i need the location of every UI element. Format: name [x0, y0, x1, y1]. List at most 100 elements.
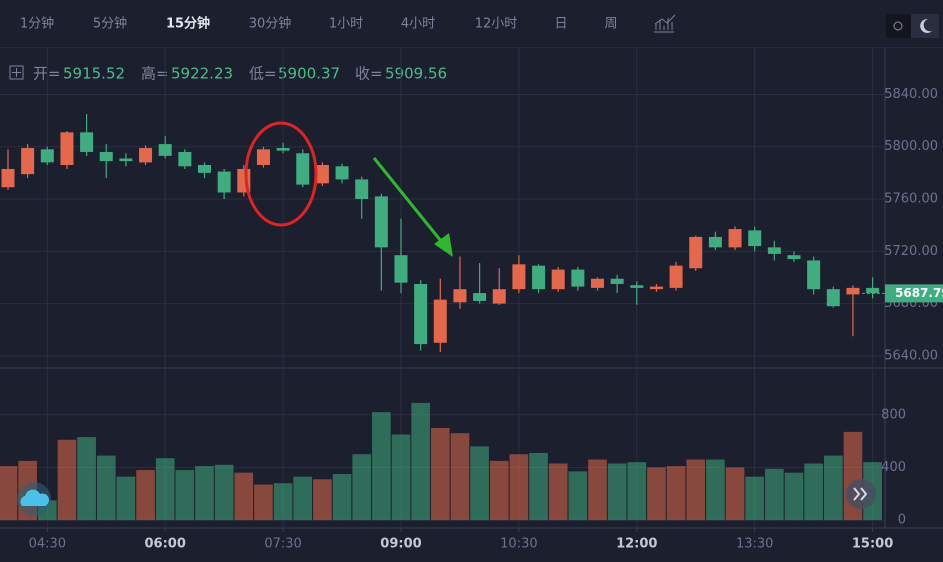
interval-tab[interactable]: 5分钟: [93, 16, 127, 32]
y-tick-label: 5720.00: [884, 244, 938, 259]
interval-tab[interactable]: 1分钟: [20, 16, 54, 32]
volume-bar: [254, 484, 273, 521]
toolbar: 1分钟 5分钟 15分钟 30分钟 1小时 4小时 12小时 日 周: [20, 16, 618, 32]
volume-bar: [489, 460, 509, 521]
volume-bar: [686, 459, 706, 521]
volume-bar: [568, 471, 588, 521]
volume-bar: [391, 434, 411, 521]
candle-body: [158, 144, 172, 156]
x-tick-label: 15:00: [852, 537, 893, 552]
candle-body: [394, 255, 408, 283]
ohlc-value: 5900.37: [278, 65, 340, 83]
candle-body: [256, 149, 270, 166]
volume-bar: [509, 454, 529, 521]
volume-bar: [372, 412, 391, 521]
candle-body: [40, 149, 54, 163]
y-tick-label: 5760.00: [884, 192, 938, 207]
candle-body: [335, 166, 349, 180]
volume-tick-label: 0: [898, 513, 906, 528]
volume-bar: [96, 455, 116, 521]
volume-tick-label: 800: [881, 407, 906, 422]
volume-tick-label: 400: [881, 460, 906, 475]
candle-body: [532, 265, 546, 290]
interval-tab[interactable]: 日: [554, 17, 567, 32]
volume-bar: [195, 466, 214, 521]
last-price-tag: [885, 284, 943, 303]
candle-body: [80, 132, 94, 152]
ohlc-label: 开=: [33, 65, 61, 83]
candle-body: [669, 265, 683, 288]
candle-body: [1, 168, 15, 188]
volume-bar: [784, 472, 804, 521]
x-tick-label: 06:00: [145, 537, 186, 552]
candle-body: [767, 247, 781, 254]
x-tick-label: 13:30: [736, 537, 773, 552]
volume-bar: [647, 467, 666, 521]
volume-bar: [666, 466, 686, 521]
x-tick-label: 04:30: [29, 537, 66, 552]
interval-tab[interactable]: 1小时: [329, 17, 363, 32]
ohlc-label: 高=: [141, 65, 169, 83]
volume-bar: [313, 479, 332, 521]
x-tick-label: 09:00: [380, 537, 421, 552]
candle-body: [649, 286, 663, 290]
theme-toggle[interactable]: [886, 14, 939, 38]
candle-body: [728, 229, 742, 248]
trend-arrow: [372, 157, 453, 257]
candle-body: [866, 287, 880, 294]
candle-body: [60, 132, 74, 166]
highlight-circle: [244, 121, 318, 227]
volume-bar: [155, 458, 175, 521]
candle-body: [276, 148, 290, 151]
interval-tab[interactable]: 4小时: [401, 17, 435, 32]
volume-bar: [588, 459, 607, 521]
candle-body: [807, 260, 821, 290]
candle-body: [296, 153, 310, 185]
last-price-label: 5687.79: [895, 286, 943, 300]
scroll-right-button[interactable]: [846, 479, 876, 509]
candle-body: [374, 196, 388, 248]
volume-bar: [273, 483, 293, 521]
interval-tab[interactable]: 30分钟: [249, 16, 292, 32]
candle-body: [119, 158, 133, 162]
volume-bar: [430, 427, 450, 521]
volume-bar: [607, 463, 627, 521]
plot: 5640.005680.005720.005760.005800.005840.…: [0, 48, 943, 552]
candle-body: [748, 230, 762, 247]
volume-bar: [823, 455, 843, 521]
candle-body: [139, 148, 153, 163]
candle-body: [492, 289, 506, 304]
volume-bar: [725, 467, 745, 521]
candle-body: [198, 165, 211, 173]
candle-type-icon[interactable]: [654, 14, 676, 33]
candle-body: [21, 148, 35, 175]
interval-tab[interactable]: 12小时: [475, 17, 518, 32]
candle-body: [826, 289, 840, 307]
volume-bar: [175, 470, 195, 521]
candle-body: [178, 151, 192, 167]
interval-tab[interactable]: 15分钟: [166, 16, 210, 32]
expand-icon[interactable]: [9, 65, 24, 80]
interval-tab[interactable]: 周: [604, 17, 617, 32]
volume-bar: [214, 464, 234, 521]
candle-body: [99, 151, 113, 162]
logo: [17, 482, 51, 516]
candle-body: [610, 278, 624, 284]
candle-body: [551, 269, 565, 290]
ohlc-label: 收=: [355, 65, 383, 83]
candle-body: [591, 278, 604, 288]
volume-bar: [0, 466, 18, 521]
candle-body: [433, 299, 447, 343]
candle-body: [689, 236, 703, 269]
ohlc-value: 5909.56: [385, 65, 447, 83]
toolbar-divider: [0, 47, 943, 48]
y-tick-label: 5840.00: [884, 87, 938, 102]
candle-body: [512, 264, 526, 290]
ohlc-header: 开= 5915.52 高= 5922.23 低= 5900.37 收= 5909.56: [33, 65, 447, 83]
volume-bar: [411, 402, 430, 521]
volume-bar: [116, 476, 136, 521]
y-tick-label: 5800.00: [884, 139, 938, 154]
volume-bar: [548, 463, 568, 521]
volume-bar: [706, 459, 725, 521]
